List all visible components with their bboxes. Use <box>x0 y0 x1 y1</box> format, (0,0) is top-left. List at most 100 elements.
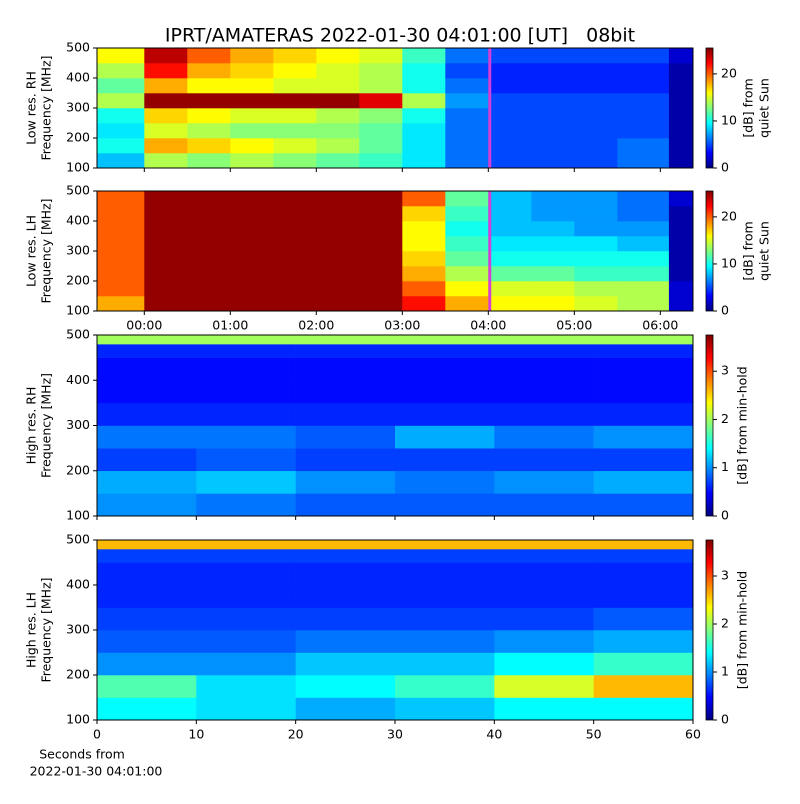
heatmap-cell <box>230 93 274 109</box>
heatmap-cell <box>402 108 446 124</box>
heatmap-cell <box>97 296 145 312</box>
heatmap-cell <box>395 425 495 449</box>
heatmap-cell <box>295 335 396 345</box>
heatmap-cell <box>402 78 446 94</box>
heatmap-cell <box>316 251 360 267</box>
heatmap-cell <box>668 93 694 109</box>
heatmap-cell <box>488 266 532 282</box>
heatmap-cell <box>97 93 145 109</box>
heatmap-cell <box>494 344 594 358</box>
heatmap-cell <box>445 78 489 94</box>
heatmap-cell <box>97 153 145 169</box>
heatmap-cell <box>402 191 446 207</box>
heatmap-cell <box>316 221 360 237</box>
heatmap-cell <box>574 236 618 252</box>
heatmap-cell <box>668 78 694 94</box>
heatmap-cell <box>316 48 360 64</box>
colorbar <box>705 539 714 721</box>
heatmap-cell <box>488 281 532 297</box>
y-tick-label: 100 <box>66 160 90 175</box>
heatmap-cell <box>144 108 188 124</box>
heatmap-cell <box>488 296 532 312</box>
heatmap-cell <box>97 540 197 550</box>
heatmap-cell <box>273 93 317 109</box>
heatmap-cell <box>295 585 396 608</box>
heatmap-cell <box>593 493 694 517</box>
heatmap-cell <box>402 153 446 169</box>
heatmap-cell <box>668 153 694 169</box>
heatmap-cell <box>295 425 396 449</box>
y-axis-label: Frequency [MHz] <box>39 373 54 478</box>
heatmap-cell <box>97 123 145 139</box>
heatmap-cell <box>531 236 575 252</box>
heatmap-cell <box>668 63 694 79</box>
heatmap-cell <box>359 123 403 139</box>
heatmap-cell <box>402 296 446 312</box>
heatmap-cell <box>593 585 694 608</box>
heatmap-cell <box>230 108 274 124</box>
heatmap-cell <box>230 191 274 207</box>
heatmap-cell <box>295 344 396 358</box>
heatmap-cell <box>593 357 694 381</box>
heatmap-cell <box>316 153 360 169</box>
heatmap-cell <box>617 281 670 297</box>
heatmap-cell <box>359 236 403 252</box>
heatmap-cell <box>593 402 694 426</box>
heatmap-cell <box>230 206 274 222</box>
heatmap-cell <box>316 78 360 94</box>
heatmap-cell <box>617 153 670 169</box>
heatmap-cell <box>593 344 694 358</box>
heatmap-cell <box>196 344 296 358</box>
heatmap-cell <box>593 380 694 404</box>
heatmap-cell <box>668 251 694 267</box>
heatmap-cell <box>574 108 618 124</box>
heatmap-cell <box>97 425 197 449</box>
heatmap-cell <box>196 562 296 586</box>
heatmap-cell <box>488 93 532 109</box>
y-tick-label: 300 <box>66 622 90 637</box>
heatmap-cell <box>97 236 145 252</box>
heatmap-cell <box>187 236 231 252</box>
heatmap-cell <box>295 380 396 404</box>
heatmap-cell <box>230 63 274 79</box>
heatmap-cell <box>230 78 274 94</box>
heatmap-cell <box>395 562 495 586</box>
heatmap-cell <box>617 108 670 124</box>
x-tick-label: 03:00 <box>384 318 420 333</box>
heatmap-cell <box>593 549 694 563</box>
heatmap-cell <box>316 236 360 252</box>
heatmap-cell <box>617 221 670 237</box>
heatmap-cell <box>196 425 296 449</box>
heatmap-cell <box>196 549 296 563</box>
y-tick-label: 300 <box>66 417 90 432</box>
colorbar-tick-label: 3 <box>721 568 729 583</box>
heatmap-cell <box>488 236 532 252</box>
heatmap-cell <box>316 108 360 124</box>
colorbar-tick-label: 10 <box>721 255 737 270</box>
heatmap-cell <box>488 138 532 154</box>
heatmap-cell <box>395 448 495 472</box>
figure-title: IPRT/AMATERAS 2022-01-30 04:01:00 [UT] 0… <box>165 25 635 47</box>
heatmap-cell <box>97 48 145 64</box>
heatmap-cell <box>445 221 489 237</box>
colorbar-tick-label: 0 <box>721 712 729 727</box>
y-axis-label: High res. RH <box>24 387 39 465</box>
heatmap-cell <box>144 123 188 139</box>
heatmap-cell <box>230 153 274 169</box>
heatmap-cell <box>97 357 197 381</box>
colorbar-label: [dB] from <box>741 78 756 137</box>
heatmap-cell <box>617 206 670 222</box>
heatmap-cell <box>531 138 575 154</box>
heatmap-cell <box>531 48 575 64</box>
heatmap-cell <box>531 63 575 79</box>
heatmap-cell <box>273 296 317 312</box>
heatmap-cell <box>488 48 532 64</box>
y-tick-label: 500 <box>66 183 90 198</box>
heatmap-cell <box>295 607 396 631</box>
heatmap-cell <box>617 191 670 207</box>
heatmap-cell <box>445 108 489 124</box>
heatmap-cell <box>494 493 594 517</box>
colorbar-tick-label: 2 <box>721 616 729 631</box>
heatmap-cell <box>668 108 694 124</box>
heatmap-cell <box>445 266 489 282</box>
